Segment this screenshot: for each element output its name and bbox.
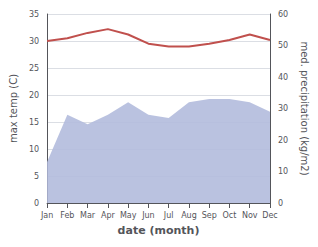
svg-text:Jan: Jan xyxy=(40,211,53,220)
svg-text:30: 30 xyxy=(278,104,288,113)
svg-text:Jun: Jun xyxy=(141,211,155,220)
svg-text:Oct: Oct xyxy=(223,211,237,220)
svg-text:Feb: Feb xyxy=(60,211,74,220)
svg-text:med. precipitation (kg/m2): med. precipitation (kg/m2) xyxy=(299,41,310,175)
svg-text:10: 10 xyxy=(278,167,288,176)
svg-text:Sep: Sep xyxy=(202,211,217,220)
svg-text:15: 15 xyxy=(29,118,39,127)
svg-text:0: 0 xyxy=(34,199,39,208)
svg-text:Jul: Jul xyxy=(163,211,174,220)
svg-text:35: 35 xyxy=(29,10,39,19)
svg-text:Dec: Dec xyxy=(262,211,277,220)
svg-text:Aug: Aug xyxy=(181,211,197,220)
svg-text:5: 5 xyxy=(34,172,39,181)
svg-text:Mar: Mar xyxy=(80,211,96,220)
svg-text:20: 20 xyxy=(29,91,39,100)
svg-text:Nov: Nov xyxy=(242,211,258,220)
svg-text:date (month): date (month) xyxy=(118,224,200,237)
svg-text:Apr: Apr xyxy=(101,211,116,220)
svg-text:May: May xyxy=(120,211,137,220)
svg-text:10: 10 xyxy=(29,145,39,154)
svg-text:60: 60 xyxy=(278,10,288,19)
svg-text:20: 20 xyxy=(278,136,288,145)
svg-text:40: 40 xyxy=(278,73,288,82)
svg-text:0: 0 xyxy=(278,199,283,208)
svg-text:30: 30 xyxy=(29,37,39,46)
svg-text:max temp (C): max temp (C) xyxy=(8,74,19,143)
svg-text:50: 50 xyxy=(278,41,288,50)
svg-text:25: 25 xyxy=(29,64,39,73)
